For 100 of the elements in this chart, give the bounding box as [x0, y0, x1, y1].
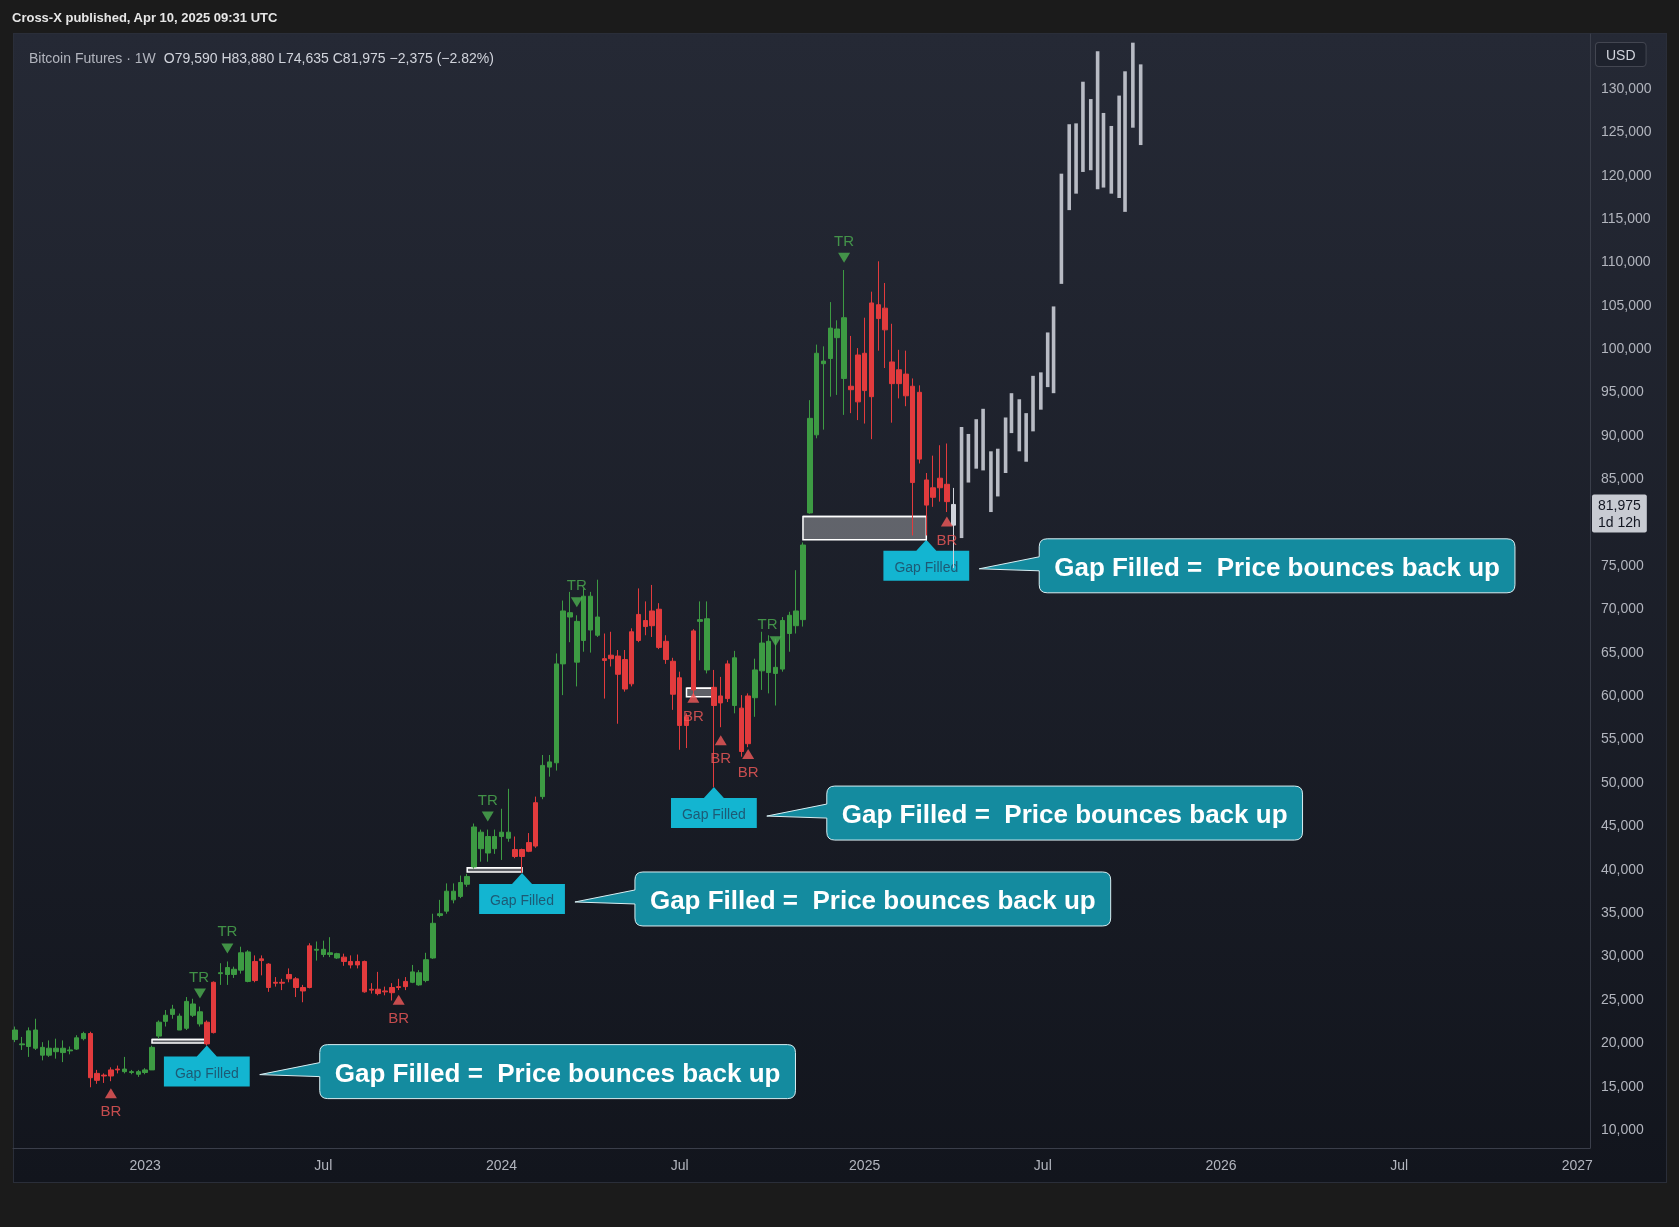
candlestick	[403, 976, 408, 991]
series-label: BR	[682, 706, 704, 724]
y-tick-label: 100,000	[1601, 340, 1652, 357]
point	[838, 252, 851, 263]
text: BR	[737, 763, 759, 781]
x-tick-label: Jul	[670, 1157, 689, 1173]
point	[769, 636, 782, 647]
candlestick	[780, 616, 785, 673]
text: Cross-X published, Apr 10, 2025 09:31 UTC	[12, 9, 278, 25]
point	[742, 749, 755, 760]
candlestick	[33, 1018, 38, 1051]
candlestick	[725, 659, 730, 703]
candlestick	[362, 960, 367, 994]
annotation: Gap Filled	[490, 891, 554, 908]
y-tick-label: 120,000	[1601, 166, 1652, 183]
annotation: Gap Filled = Price bounces back up	[334, 1057, 781, 1088]
text: TR	[566, 576, 587, 594]
candlestick	[163, 1009, 168, 1028]
y-tick-label: 110,000	[1601, 253, 1651, 270]
y-tick-label: 60,000	[1601, 687, 1645, 704]
x-tick-label: 2027	[1561, 1157, 1594, 1173]
annotation: Gap Filled	[681, 806, 746, 823]
y-tick-label: 115,000	[1601, 209, 1651, 226]
annotation: Gap Filled = Price bounces back up	[649, 884, 1096, 915]
candlestick	[430, 913, 436, 960]
x-tick-label: 2024	[485, 1157, 518, 1173]
y-tick-label: 70,000	[1601, 600, 1645, 617]
point	[392, 994, 405, 1005]
text: TR	[477, 790, 498, 808]
point	[481, 811, 494, 822]
y-tick-label: 65,000	[1601, 643, 1645, 660]
y-tick-label: 130,000	[1601, 79, 1652, 96]
candlestick	[266, 962, 271, 993]
point	[104, 1088, 117, 1099]
x-tick-label: 2025	[849, 1157, 881, 1173]
bar	[1117, 95, 1121, 198]
text: TR	[188, 967, 209, 985]
point	[714, 735, 727, 746]
y-tick-label: 40,000	[1601, 860, 1645, 877]
candlestick	[437, 899, 443, 918]
y-tick-label: 55,000	[1601, 730, 1645, 747]
series-label: TR	[757, 615, 778, 633]
y-tick-label: 85,000	[1601, 470, 1645, 487]
annotation: Gap Filled	[894, 558, 959, 575]
candlestick	[451, 882, 456, 904]
candlestick	[170, 1004, 175, 1020]
bar	[1039, 372, 1043, 410]
candlestick	[156, 1019, 162, 1040]
candlestick	[636, 587, 641, 643]
candlestick	[122, 1056, 127, 1074]
candlestick	[540, 754, 545, 800]
text: TR	[217, 922, 238, 940]
bar	[995, 448, 1000, 497]
bar	[1074, 123, 1078, 194]
y-tick-label: 30,000	[1601, 947, 1645, 964]
y-tick-label: 125,000	[1601, 123, 1652, 140]
y-tick-label: 35,000	[1601, 904, 1645, 921]
candlestick	[218, 962, 223, 986]
point	[687, 692, 700, 703]
text: BR	[388, 1008, 410, 1026]
y-axis-title: USD	[1606, 47, 1636, 63]
candlestick	[314, 941, 319, 962]
bar	[981, 408, 985, 471]
point	[193, 988, 206, 999]
y-tick-label: 45,000	[1601, 817, 1645, 834]
candlestick	[12, 1026, 18, 1043]
point	[570, 597, 583, 608]
bar	[1067, 124, 1072, 211]
candlestick	[821, 345, 826, 431]
bar	[1081, 81, 1085, 172]
candlestick	[259, 954, 264, 976]
candlestick	[869, 291, 874, 440]
y-tick-label: 95,000	[1601, 383, 1645, 400]
candlestick	[917, 384, 922, 464]
y-tick-label: 20,000	[1601, 1034, 1645, 1051]
candlestick	[444, 882, 449, 915]
text: O79,590 H83,880 L74,635 C81,975 −2,375 (−2.82%)	[163, 50, 494, 66]
y-tick-label: 50,000	[1601, 773, 1645, 790]
text: 81,975 1d 12h	[1598, 496, 1642, 530]
bar	[1123, 71, 1127, 212]
y-tick-label: 90,000	[1601, 426, 1645, 443]
annotation: Gap Filled = Price bounces back up	[1054, 551, 1500, 582]
bar	[1131, 42, 1135, 128]
candlestick	[547, 754, 552, 778]
bar	[989, 451, 993, 513]
y-tick-label: 15,000	[1601, 1077, 1645, 1094]
annotation: Gap Filled	[174, 1064, 239, 1081]
text: BR	[100, 1102, 122, 1120]
y-tick-label: 25,000	[1601, 990, 1645, 1007]
candlestick	[588, 591, 593, 654]
candlestick	[129, 1069, 134, 1075]
x-tick-label: 2026	[1205, 1157, 1237, 1173]
candlestick	[499, 808, 504, 861]
point	[221, 943, 234, 954]
x-tick-label: 2023	[129, 1157, 161, 1173]
annotation: Gap Filled = Price bounces back up	[841, 799, 1288, 830]
bar	[1088, 99, 1093, 171]
text: Bitcoin Futures · 1W	[29, 50, 157, 66]
candlestick	[177, 1013, 182, 1031]
x-tick-label: Jul	[1033, 1157, 1052, 1173]
